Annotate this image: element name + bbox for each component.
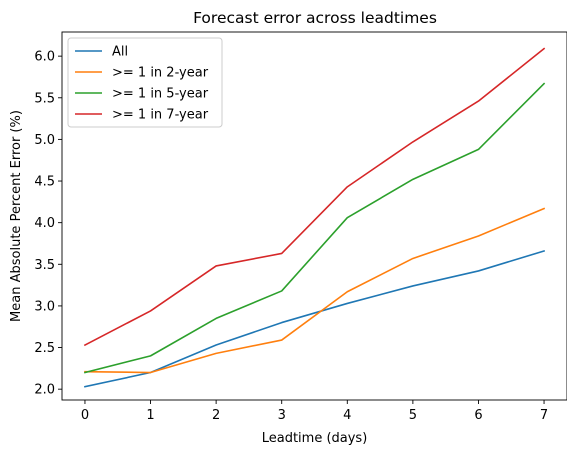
x-axis-ticks: 0 1 2 3 4 5 6 7	[81, 400, 548, 423]
legend-label: All	[112, 45, 128, 60]
x-tick-label: 1	[146, 408, 154, 423]
y-tick-label: 3.0	[34, 299, 55, 314]
chart-title: Forecast error across leadtimes	[193, 9, 437, 27]
x-tick-label: 0	[81, 408, 89, 423]
y-tick-label: 3.5	[34, 258, 55, 273]
x-axis-label: Leadtime (days)	[262, 431, 368, 446]
x-tick-label: 3	[278, 408, 286, 423]
x-tick-label: 6	[474, 408, 482, 423]
y-tick-label: 4.0	[34, 216, 55, 231]
y-tick-label: 5.5	[34, 91, 55, 106]
series-line-2	[84, 207, 546, 374]
legend-box	[67, 37, 223, 128]
y-tick-label: 4.5	[34, 175, 55, 190]
series-line-3	[83, 82, 546, 374]
x-tick-label: 5	[409, 408, 417, 423]
plot-area-frame	[61, 31, 567, 401]
y-tick-label: 6.0	[34, 50, 55, 65]
x-tick-label: 7	[540, 408, 548, 423]
legend-label: >= 1 in 7-year	[112, 108, 209, 123]
y-axis-ticks: 2.0 2.5 3.0 3.5 4.0 4.5 5.0 5.5 6.0	[34, 50, 62, 398]
x-tick-label: 2	[212, 408, 220, 423]
legend-label: >= 1 in 5-year	[112, 87, 209, 102]
legend: All >= 1 in 2-year >= 1 in 5-year >= 1 in 7…	[67, 37, 223, 128]
legend-label: >= 1 in 2-year	[112, 66, 209, 81]
y-tick-label: 2.0	[34, 383, 55, 398]
x-tick-label: 4	[343, 408, 351, 423]
y-tick-label: 5.0	[34, 133, 55, 148]
series-line-4	[83, 47, 546, 347]
series-lines	[83, 47, 546, 388]
series-line-1	[83, 249, 546, 388]
y-axis-label: Mean Absolute Percent Error (%)	[9, 110, 24, 322]
y-tick-label: 2.5	[34, 341, 55, 356]
